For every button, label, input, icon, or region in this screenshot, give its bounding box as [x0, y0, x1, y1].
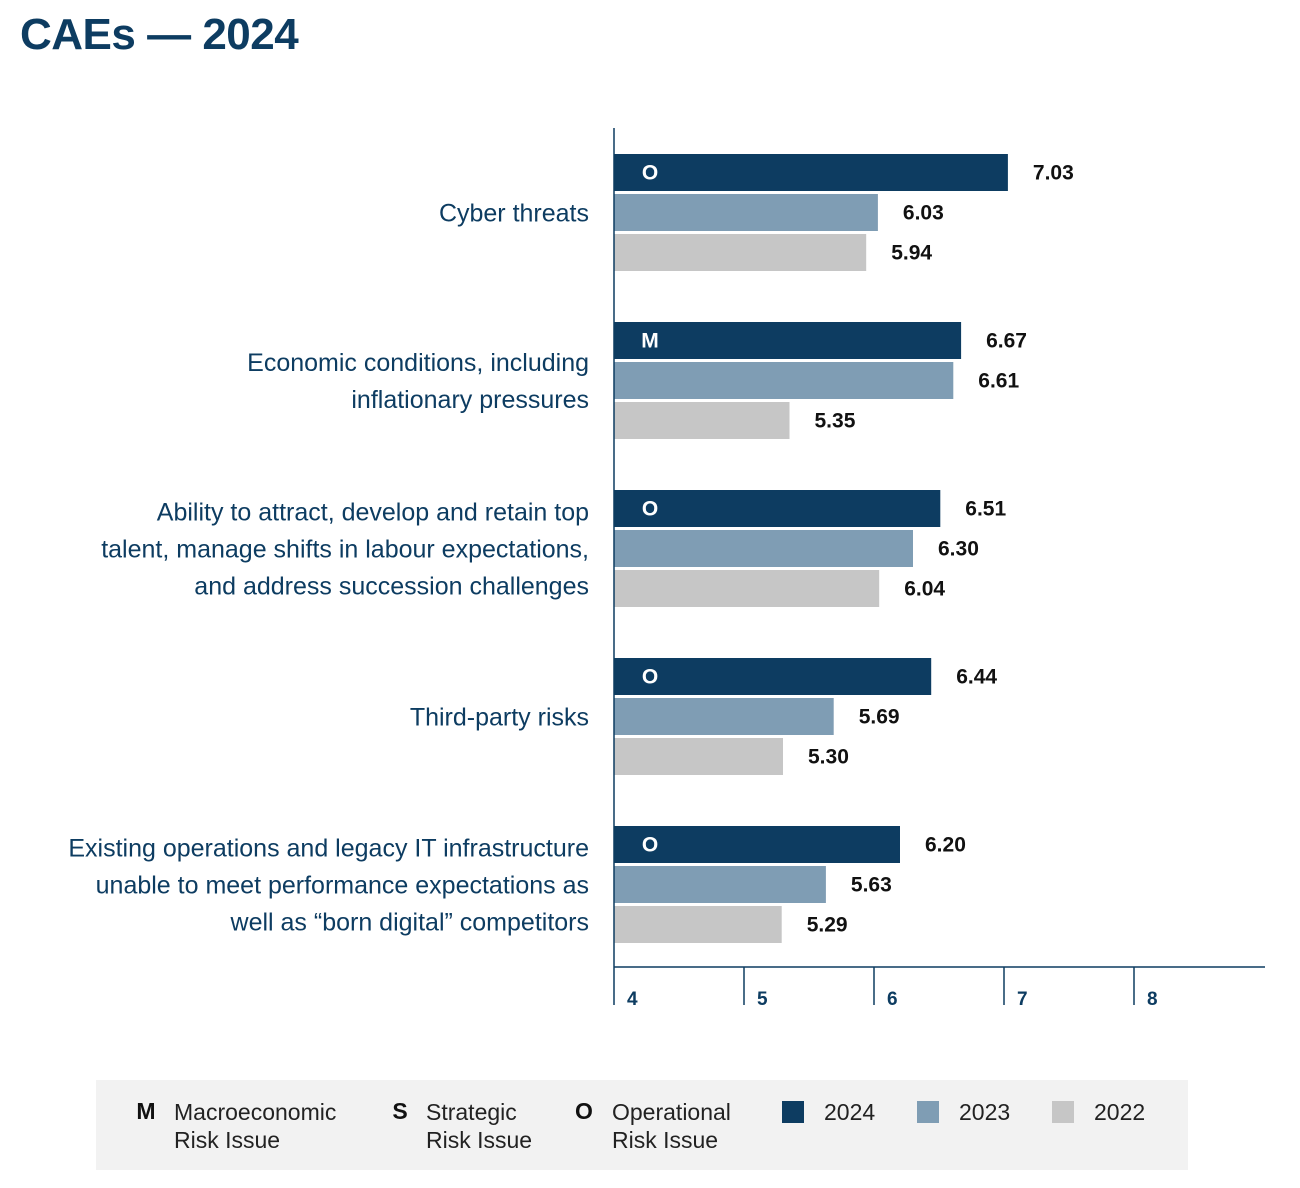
legend-item-2022: 2022	[1052, 1098, 1145, 1126]
bar-2022	[614, 402, 790, 439]
bar-2023	[614, 362, 954, 399]
category-label: Third-party risks	[410, 704, 589, 732]
bar-2024	[614, 826, 900, 863]
bar-2022	[614, 738, 783, 775]
category-label: well as “born digital” competitors	[230, 909, 589, 937]
value-label: 6.44	[956, 666, 997, 689]
bar-chart: Cyber threats 7.03 O 6.03 5.94 Economic condi…	[68, 128, 1265, 1010]
x-tick-label: 6	[887, 989, 898, 1010]
legend-code: O	[575, 1098, 593, 1124]
bar-2024	[614, 658, 932, 695]
category-label: Cyber threats	[439, 200, 589, 228]
x-tick-label: 8	[1147, 989, 1158, 1010]
bar-2022	[614, 906, 782, 943]
category-label: Existing operations and legacy IT infras…	[68, 835, 589, 863]
bar-2023	[614, 530, 913, 567]
value-label: 5.69	[859, 706, 900, 729]
legend-item-strategic: S Strategic Risk Issue	[384, 1098, 566, 1154]
legend-year: 2022	[1094, 1099, 1146, 1125]
value-label: 5.29	[807, 914, 848, 937]
legend-year: 2023	[959, 1099, 1011, 1125]
legend-item-operational: O Operational Risk Issue	[568, 1098, 772, 1154]
risk-type-code: O	[642, 162, 658, 185]
legend-swatch-2023	[917, 1101, 939, 1123]
value-label: 6.61	[978, 370, 1019, 393]
category-label: Economic conditions, including	[247, 349, 589, 377]
legend: M Macroeconomic Risk Issue S Strategic R…	[96, 1080, 1188, 1170]
value-label: 6.04	[904, 578, 945, 601]
category-label: and address succession challenges	[194, 573, 589, 601]
category-label: Ability to attract, develop and retain t…	[157, 499, 589, 527]
legend-label-line2: Risk Issue	[426, 1127, 533, 1153]
legend-label-line1: Operational	[612, 1099, 731, 1125]
chart-title: CAEs — 2024	[20, 10, 299, 59]
value-label: 5.35	[815, 410, 856, 433]
legend-label-line2: Risk Issue	[174, 1127, 281, 1153]
category-label: unable to meet performance expectations …	[96, 872, 589, 900]
legend-item-macroeconomic: M Macroeconomic Risk Issue	[130, 1098, 364, 1154]
legend-label-line1: Strategic	[426, 1099, 517, 1125]
legend-swatch-2022	[1052, 1101, 1074, 1123]
bar-2022	[614, 570, 880, 607]
x-tick-label: 7	[1017, 989, 1028, 1010]
legend-year: 2024	[824, 1099, 876, 1125]
value-label: 6.03	[903, 202, 944, 225]
bar-2023	[614, 866, 826, 903]
value-label: 6.51	[965, 498, 1006, 521]
legend-item-2024: 2024	[782, 1098, 875, 1126]
legend-code: M	[136, 1098, 156, 1124]
value-label: 6.67	[986, 330, 1027, 353]
x-tick-label: 4	[627, 989, 638, 1010]
risk-type-code: O	[642, 498, 658, 521]
category-label: talent, manage shifts in labour expectat…	[101, 536, 589, 564]
value-label: 5.30	[808, 746, 849, 769]
legend-swatch-2024	[782, 1101, 804, 1123]
category-label: inflationary pressures	[351, 386, 589, 414]
bar-2024	[614, 490, 941, 527]
risk-type-code: M	[641, 330, 659, 353]
legend-code: S	[392, 1098, 408, 1124]
value-label: 5.94	[891, 242, 932, 265]
legend-label-line1: Macroeconomic	[174, 1099, 337, 1125]
value-label: 5.63	[851, 874, 892, 897]
x-tick-label: 5	[757, 989, 768, 1010]
bar-2022	[614, 234, 867, 271]
bar-2024	[614, 154, 1008, 191]
value-label: 7.03	[1033, 162, 1074, 185]
bar-2024	[614, 322, 962, 359]
legend-label-line2: Risk Issue	[612, 1127, 719, 1153]
risk-type-code: O	[642, 834, 658, 857]
value-label: 6.20	[925, 834, 966, 857]
legend-item-2023: 2023	[917, 1098, 1010, 1126]
bar-2023	[614, 194, 878, 231]
value-label: 6.30	[938, 538, 979, 561]
bar-2023	[614, 698, 834, 735]
risk-type-code: O	[642, 666, 658, 689]
